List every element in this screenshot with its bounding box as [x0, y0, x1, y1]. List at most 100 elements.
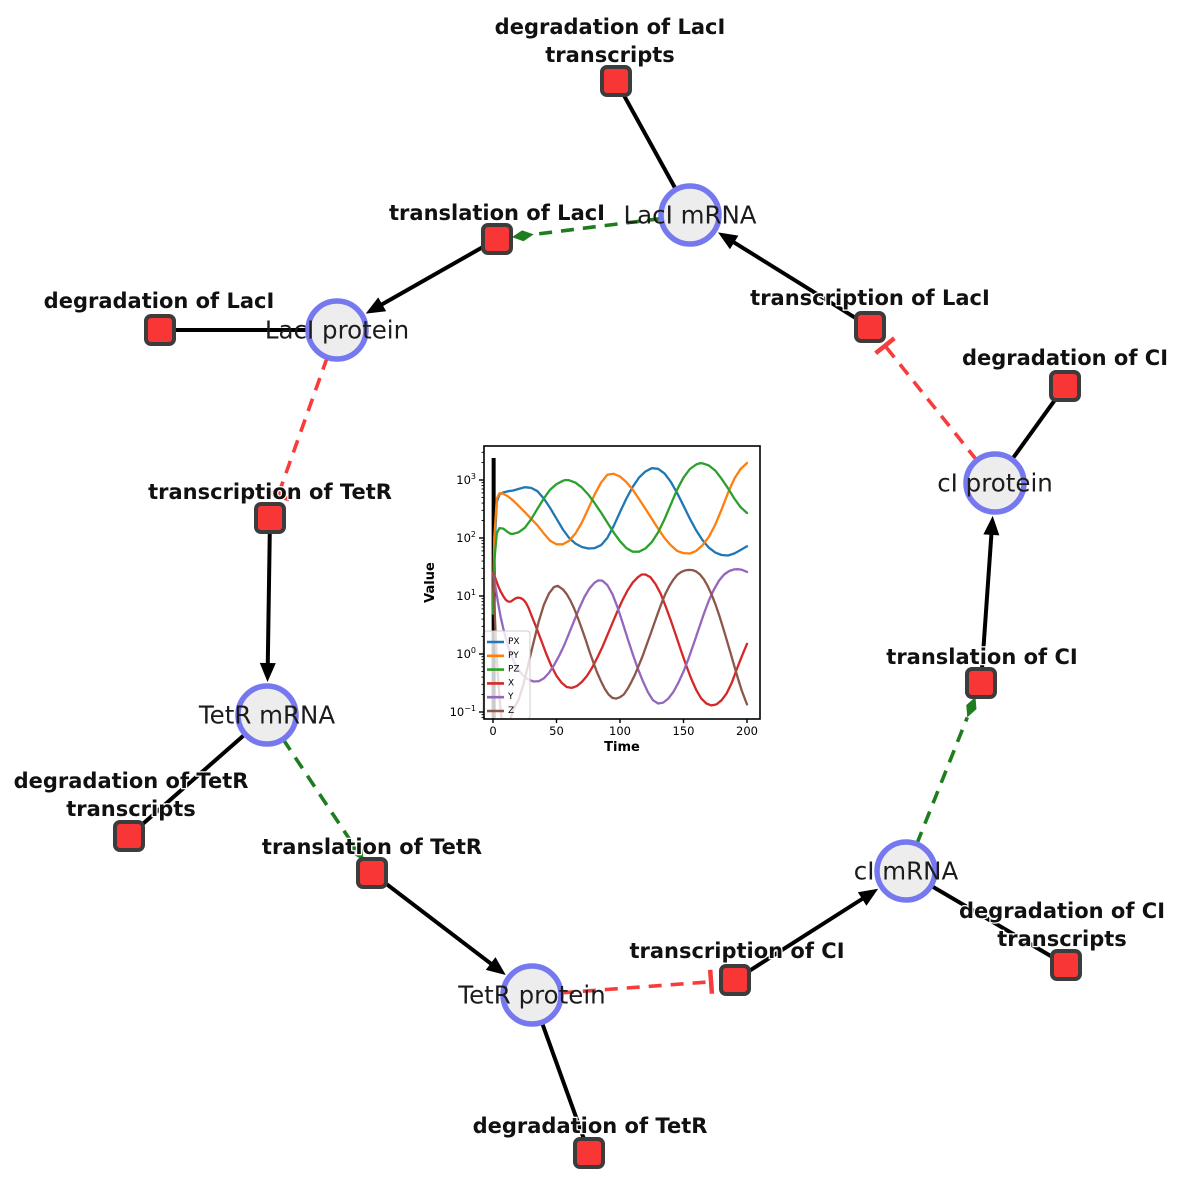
edge-ci_mrna-to-translation_ci: [915, 696, 977, 845]
reaction-square: [1050, 949, 1082, 981]
reaction-square: [854, 311, 886, 343]
species-label: TetR protein: [457, 981, 605, 1010]
reaction-label: degradation of TetR: [14, 769, 249, 793]
edge-translation_laci-to-laci_protein: [365, 244, 485, 314]
reaction-label: degradation of CI: [962, 346, 1168, 370]
species-label: TetR mRNA: [198, 701, 336, 730]
solid-edge-line: [1010, 396, 1058, 461]
x-tick-label: 150: [673, 724, 695, 738]
legend-label: PX: [508, 637, 520, 647]
reaction-label: transcripts: [997, 927, 1127, 951]
axes-frame: [483, 445, 761, 720]
reaction-node-transcription_laci: [854, 311, 886, 343]
species-node-ci_protein: [963, 451, 1027, 515]
reaction-label: degradation of LacI: [44, 289, 275, 313]
y-tick-label: 100: [456, 646, 476, 661]
edge-translation_ci-to-ci_protein: [980, 515, 1000, 669]
arrowhead-icon: [983, 515, 1000, 536]
red-dashed-edge-line: [884, 346, 979, 462]
species-circle: [235, 683, 299, 747]
arrowhead-icon: [259, 662, 276, 683]
reaction-node-deg_laci_transcripts: [600, 65, 632, 97]
reaction-node-transcription_tetr: [254, 502, 286, 534]
species-circle: [874, 839, 938, 903]
arrowhead-icon: [718, 232, 739, 250]
edge-tetr_protein-to-transcription_ci: [560, 969, 715, 995]
edge-tetr_protein-to-deg_tetr: [539, 1021, 586, 1140]
reaction-square: [965, 667, 997, 699]
reaction-square: [719, 964, 751, 996]
solid-edge-line: [382, 880, 494, 967]
reaction-node-deg_ci_transcripts: [1050, 949, 1082, 981]
species-circle: [658, 183, 722, 247]
solid-edge-line: [621, 93, 679, 192]
arrowhead-icon: [485, 957, 506, 975]
solid-edge-line: [138, 732, 247, 828]
reaction-square: [600, 65, 632, 97]
edge-transcription_laci-to-laci_mrna: [718, 232, 859, 321]
series-curve-PZ: [491, 462, 749, 615]
green-dashed-edge-line: [915, 716, 969, 845]
reaction-node-transcription_ci: [719, 964, 751, 996]
edge-ci_protein-to-transcription_laci: [874, 336, 979, 462]
edge-tetr_mrna-to-translation_tetr: [281, 738, 364, 861]
solid-edge-line: [980, 532, 994, 669]
reaction-node-deg_tetr: [573, 1137, 605, 1169]
series-curve-PY: [491, 461, 749, 615]
inset-chart: PX PY PZ XYZ 0 50 100 150 200 103 102 101 100 10−1 Tim…: [423, 445, 761, 755]
edge-ci_mrna-to-deg_ci_transcripts: [929, 883, 1055, 960]
diamond-arrowhead-icon: [511, 230, 534, 242]
y-tick-label: 101: [456, 588, 476, 603]
chart-legend: PX PY PZ XYZ: [482, 630, 531, 720]
labels-layer: LacI mRNA LacI protein cI protein TetR mRNA…: [12, 14, 1169, 1140]
series-curve-PX: [491, 467, 749, 615]
diamond-arrowhead-icon: [351, 842, 364, 861]
arrowhead-icon: [365, 297, 387, 314]
reaction-label: transcription of CI: [629, 939, 844, 963]
reaction-node-translation_tetr: [356, 857, 388, 889]
species-node-laci_mrna: [658, 183, 722, 247]
series-curve-X: [491, 571, 749, 707]
reaction-node-translation_laci: [481, 223, 513, 255]
edge-tetr_mrna-to-deg_tetr_transcripts: [138, 732, 247, 828]
reaction-label: transcription of LacI: [750, 286, 990, 310]
reaction-label: degradation of CI: [959, 899, 1165, 923]
reaction-node-translation_ci: [965, 667, 997, 699]
nodes-layer: [113, 65, 1082, 1169]
reaction-square: [144, 314, 176, 346]
red-dashed-edge-line: [560, 980, 710, 995]
legend-label: PZ: [508, 665, 520, 675]
red-dashed-edge-line: [277, 356, 329, 495]
x-tick-label: 200: [736, 724, 758, 738]
legend-label: X: [508, 678, 514, 688]
arrowhead-icon: [857, 888, 879, 906]
species-node-tetr_mrna: [235, 683, 299, 747]
diamond-arrowhead-icon: [966, 696, 977, 718]
y-axis-title: Value: [423, 562, 438, 603]
species-label: LacI mRNA: [623, 201, 756, 230]
reaction-label: degradation of LacI: [495, 15, 726, 39]
reaction-label: translation of LacI: [389, 201, 605, 225]
reaction-label: translation of TetR: [262, 835, 482, 859]
reaction-square: [481, 223, 513, 255]
species-node-tetr_protein: [500, 963, 564, 1027]
species-circle: [500, 963, 564, 1027]
edge-deg_laci_transcripts-to-laci_mrna: [621, 93, 679, 192]
species-circle: [963, 451, 1027, 515]
reaction-node-deg_tetr_transcripts: [113, 820, 145, 852]
green-dashed-edge-line: [281, 738, 354, 844]
edge-translation_tetr-to-tetr_protein: [382, 880, 506, 975]
x-tick-label: 0: [489, 724, 496, 738]
legend-frame: [482, 630, 531, 720]
species-label: cI mRNA: [854, 857, 959, 886]
species-label: cI protein: [937, 469, 1053, 498]
reaction-square: [356, 857, 388, 889]
legend-label: PY: [508, 651, 519, 661]
edge-laci_mrna-to-translation_laci: [511, 216, 662, 242]
reaction-label: translation of CI: [886, 645, 1077, 669]
solid-edge-line: [379, 244, 485, 308]
reaction-label: transcripts: [66, 797, 196, 821]
reaction-node-deg_laci: [144, 314, 176, 346]
